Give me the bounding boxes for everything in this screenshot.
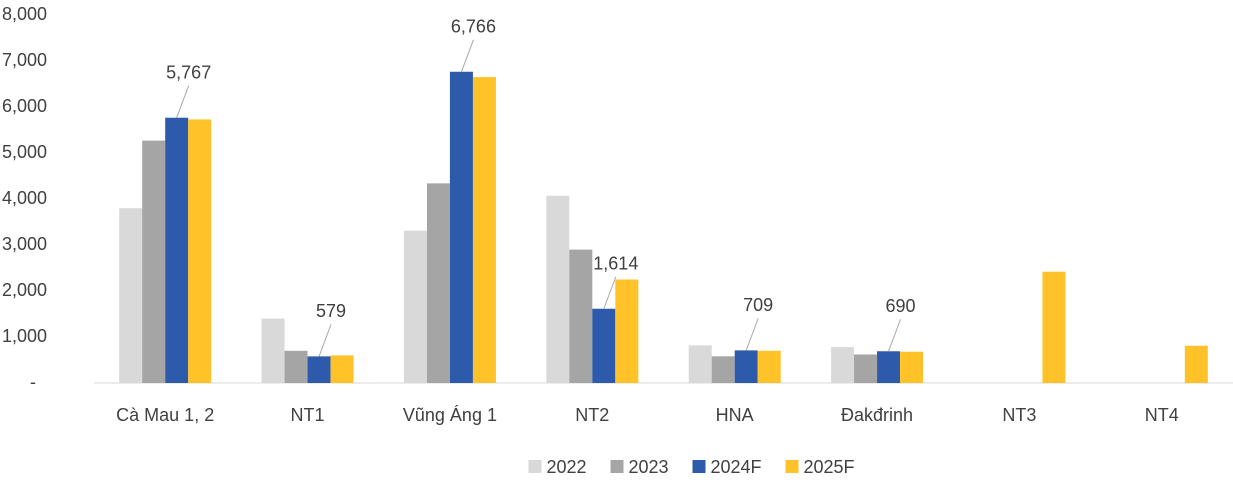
- x-tick-label: NT2: [575, 405, 609, 425]
- y-tick-label: 5,000: [2, 142, 47, 162]
- x-tick-label: Cà Mau 1, 2: [116, 405, 214, 425]
- bar: [1042, 271, 1066, 383]
- legend-swatch: [692, 460, 706, 473]
- data-label: 709: [743, 295, 773, 315]
- y-tick-label: 1,000: [2, 326, 47, 346]
- x-tick-label: NT4: [1145, 405, 1179, 425]
- bar: [546, 195, 570, 383]
- bar: [284, 350, 308, 383]
- bar: [165, 117, 189, 383]
- bar: [734, 350, 758, 383]
- bar: [757, 350, 781, 383]
- bar: [426, 183, 450, 383]
- bar: [615, 279, 639, 383]
- data-label: 5,767: [166, 62, 211, 82]
- bar: [592, 308, 616, 383]
- y-tick-label: 8,000: [2, 4, 47, 24]
- bar: [711, 356, 735, 383]
- bar: [403, 230, 427, 383]
- data-label: 1,614: [593, 254, 638, 274]
- x-tick-label: Vũng Áng 1: [403, 405, 497, 425]
- y-tick-label: 4,000: [2, 188, 47, 208]
- bar: [142, 140, 166, 383]
- y-tick-label: 2,000: [2, 280, 47, 300]
- bar: [877, 351, 901, 383]
- data-label: 6,766: [451, 17, 496, 37]
- bar: [831, 347, 855, 383]
- legend-swatch: [785, 460, 799, 473]
- y-tick-label: 3,000: [2, 234, 47, 254]
- bar: [261, 318, 285, 383]
- bar: [1184, 345, 1208, 383]
- legend-label: 2023: [629, 457, 669, 477]
- legend-label: 2025F: [804, 457, 855, 477]
- y-tick-label: -: [30, 372, 36, 392]
- x-tick-label: NT1: [291, 405, 325, 425]
- legend-swatch: [528, 460, 542, 473]
- y-tick-label: 7,000: [2, 50, 47, 70]
- x-tick-label: Đakđrinh: [841, 405, 913, 425]
- bar: [449, 71, 473, 383]
- bar: [688, 345, 712, 383]
- bar: [900, 351, 924, 383]
- legend-swatch: [610, 460, 624, 473]
- leader-line: [745, 318, 759, 351]
- data-label: 579: [316, 301, 346, 321]
- x-tick-label: HNA: [716, 405, 754, 425]
- x-tick-label: NT3: [1002, 405, 1036, 425]
- bar: [307, 356, 331, 383]
- bar: [119, 208, 143, 383]
- leader-line: [176, 85, 190, 118]
- legend-label: 2022: [547, 457, 587, 477]
- bar: [472, 77, 496, 383]
- data-label: 690: [886, 296, 916, 316]
- y-tick-label: 6,000: [2, 96, 47, 116]
- leader-line: [888, 319, 902, 352]
- bar: [188, 119, 212, 384]
- bar: [854, 354, 878, 383]
- bar: [330, 355, 354, 383]
- leader-line: [318, 324, 332, 357]
- legend-label: 2024F: [711, 457, 762, 477]
- leader-line: [603, 276, 617, 309]
- bar: [569, 249, 593, 383]
- leader-line: [460, 39, 474, 72]
